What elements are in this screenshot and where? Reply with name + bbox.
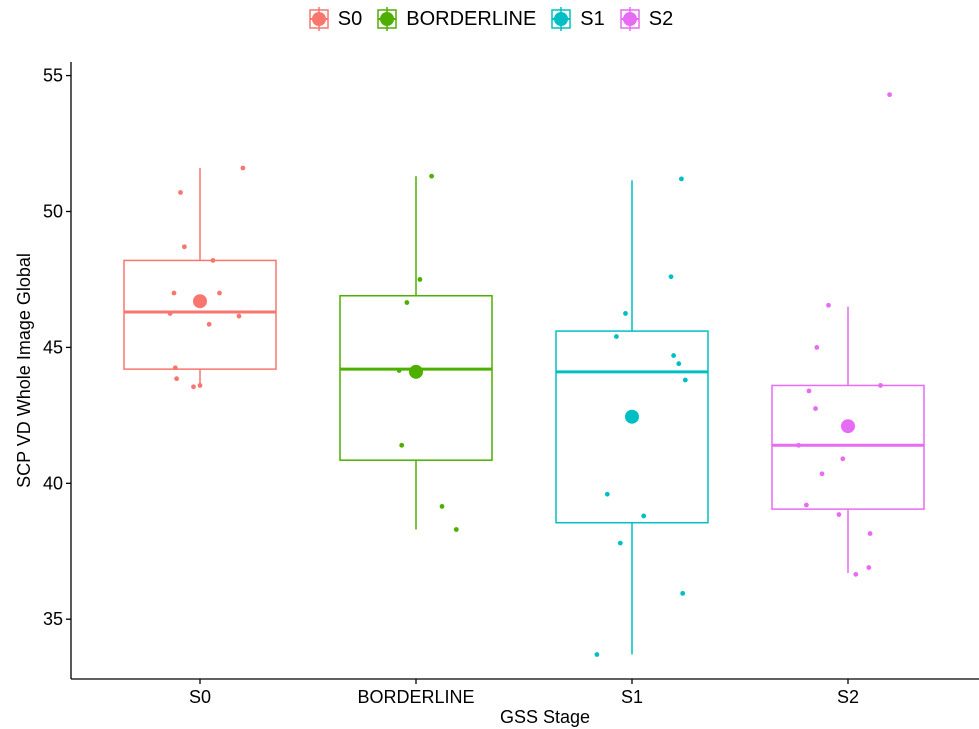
data-point-borderline — [453, 527, 459, 532]
data-point-s2 — [806, 388, 812, 394]
data-point-s0 — [182, 244, 187, 250]
data-point-s2 — [878, 383, 883, 388]
data-point-s0 — [171, 290, 177, 296]
data-point-s2 — [804, 502, 809, 508]
legend-item: S1 — [548, 6, 605, 32]
data-point-s0 — [240, 165, 246, 171]
data-point-s1 — [668, 274, 674, 280]
y-tick-label: 35 — [43, 609, 63, 629]
data-point-s0 — [206, 321, 212, 327]
legend-label: S2 — [648, 7, 674, 30]
data-point-s1 — [676, 361, 682, 367]
data-point-borderline — [404, 300, 410, 305]
legend-key-icon — [620, 7, 640, 31]
data-point-s0 — [167, 311, 173, 316]
mean-point-s1 — [625, 409, 639, 424]
y-tick-label: 50 — [43, 201, 63, 221]
box-s2 — [771, 384, 925, 510]
data-point-s2 — [866, 565, 872, 570]
data-point-s2 — [836, 512, 842, 517]
data-point-s1 — [641, 513, 647, 519]
data-point-s2 — [853, 571, 859, 577]
y-tick-label: 40 — [43, 473, 63, 493]
data-point-s1 — [623, 311, 628, 316]
x-tick-label: S2 — [837, 687, 859, 707]
mean-point-s2 — [841, 419, 855, 434]
legend-item: BORDERLINE — [374, 6, 536, 32]
mean-point-s0 — [193, 294, 207, 309]
data-point-s1 — [594, 652, 600, 657]
data-point-s1 — [604, 491, 610, 497]
legend-label: S1 — [580, 7, 605, 30]
mean-point-borderline — [409, 364, 423, 379]
data-point-s0 — [210, 258, 216, 263]
data-point-s1 — [680, 590, 686, 596]
box-borderline — [339, 295, 493, 461]
data-point-s0 — [217, 290, 222, 296]
data-point-s2 — [813, 406, 818, 411]
x-tick-label: S0 — [189, 687, 211, 707]
data-point-borderline — [417, 277, 423, 282]
legend-key-icon — [377, 7, 397, 31]
data-point-s0 — [197, 383, 203, 388]
legend-item: S0 — [306, 6, 362, 32]
data-point-s0 — [236, 313, 242, 319]
x-axis-title: GSS Stage — [500, 707, 590, 727]
x-tick-label: BORDERLINE — [357, 687, 474, 707]
data-point-s0 — [191, 384, 196, 390]
legend-label: BORDERLINE — [406, 7, 537, 30]
data-point-s2 — [819, 471, 825, 477]
data-point-s0 — [174, 376, 180, 382]
data-point-s2 — [796, 442, 801, 448]
data-point-s0 — [172, 365, 178, 371]
data-point-s1 — [614, 334, 619, 339]
data-point-borderline — [439, 504, 445, 509]
y-tick-label: 55 — [43, 66, 63, 86]
data-point-s2 — [887, 92, 892, 98]
data-point-s2 — [840, 456, 846, 462]
y-tick-label: 45 — [43, 337, 63, 357]
x-tick-label: S1 — [621, 687, 643, 707]
data-point-s1 — [617, 540, 623, 546]
data-point-s2 — [826, 302, 831, 308]
legend: S0 BORDERLINE S1 S2 — [0, 6, 979, 32]
box-s1 — [555, 330, 709, 524]
data-point-borderline — [396, 368, 402, 373]
data-point-s1 — [671, 353, 676, 358]
y-axis-title: SCP VD Whole Image Global — [14, 253, 34, 488]
legend-item: S2 — [617, 6, 673, 32]
data-point-s1 — [679, 176, 684, 182]
legend-label: S0 — [337, 7, 363, 30]
data-point-s1 — [682, 377, 688, 383]
data-point-s2 — [867, 531, 873, 536]
legend-key-icon — [551, 7, 572, 31]
legend-key-icon — [309, 7, 329, 31]
data-point-s0 — [178, 190, 183, 195]
box-s0 — [123, 259, 277, 370]
data-point-s2 — [814, 344, 820, 350]
data-point-borderline — [429, 173, 434, 179]
data-point-borderline — [399, 442, 405, 448]
